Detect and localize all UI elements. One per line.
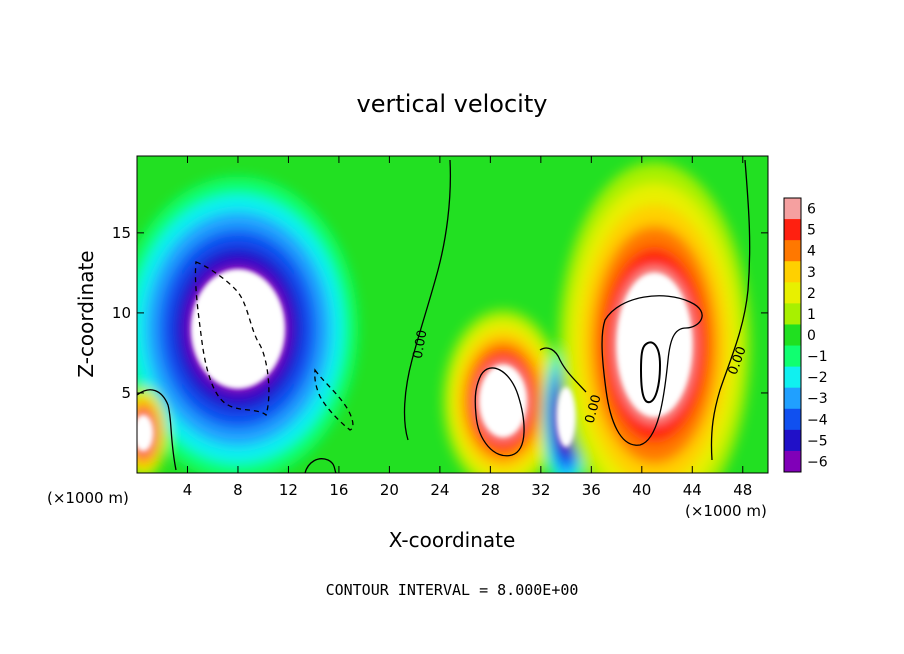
colorbar-label: 5: [807, 223, 816, 239]
contour-line-updraft: [474, 367, 525, 457]
colorbar-swatch: [784, 240, 801, 262]
y-tick-label: 5: [121, 384, 131, 402]
contour-line-updraft: [601, 295, 703, 446]
colorbar-label: 3: [807, 265, 816, 281]
x-tick-label: 12: [279, 481, 298, 499]
colorbar: 6 5 4 3 2 1 0 −1 −2 −3 −4 −5 −6: [783, 197, 828, 473]
colorbar-label: 2: [807, 286, 816, 302]
colorbar-label: −1: [807, 349, 828, 365]
contour-value-label: 0.00: [583, 393, 605, 425]
downdraft-core: [556, 386, 576, 447]
y-tick-label: 15: [112, 224, 131, 242]
colorbar-swatch: [784, 429, 801, 452]
zero-contour-line: [539, 347, 587, 393]
downdraft-core: [190, 268, 286, 389]
x-tick-label: 16: [329, 481, 348, 499]
x-tick-label: 4: [183, 481, 193, 499]
colorbar-swatch: [784, 450, 801, 473]
colorbar-swatch: [784, 366, 801, 389]
contour-line-downdraft: [194, 261, 270, 417]
colorbar-frame: [783, 197, 802, 473]
colorbar-swatch: [784, 282, 801, 304]
updraft-core: [137, 414, 153, 451]
colorbar-swatch: [784, 408, 801, 431]
x-tick-label: 40: [632, 481, 651, 499]
x-units-left: (×1000 m): [47, 489, 129, 507]
x-tick-label: 28: [481, 481, 500, 499]
colorbar-swatch: [784, 261, 801, 283]
contour-interval-footer: CONTOUR INTERVAL = 8.000E+00: [326, 581, 579, 599]
contour-line-downdraft: [314, 368, 354, 431]
plot-area: 0.000.000.00: [137, 156, 768, 473]
chart-title: vertical velocity: [357, 90, 548, 118]
x-tick-label: 44: [683, 481, 702, 499]
y-axis-label: Z-coordinate: [74, 250, 98, 377]
colorbar-swatch: [784, 345, 801, 368]
contour-value-label: 0.00: [411, 329, 431, 360]
y-tick-label: 10: [112, 304, 131, 322]
zero-contour-line: [137, 389, 177, 471]
plot-frame: [136, 155, 769, 474]
colorbar-label: −6: [807, 454, 828, 470]
x-units-right: (×1000 m): [685, 502, 767, 520]
x-tick-label: 32: [531, 481, 550, 499]
colorbar-swatch: [784, 198, 801, 220]
updraft-core: [479, 364, 527, 437]
colorbar-label: 0: [807, 328, 816, 344]
zero-contour-line: [403, 159, 452, 441]
x-axis-label: X-coordinate: [389, 528, 516, 552]
colorbar-label: −3: [807, 391, 828, 407]
colorbar-label: 1: [807, 307, 816, 323]
x-tick-label: 36: [582, 481, 601, 499]
x-tick-label: 48: [733, 481, 752, 499]
colorbar-label: 6: [807, 202, 816, 218]
colorbar-label: −2: [807, 370, 828, 386]
colorbar-swatch: [784, 324, 801, 347]
colorbar-label: 4: [807, 244, 816, 260]
x-tick-label: 8: [233, 481, 243, 499]
colorbar-swatch: [784, 219, 801, 241]
zero-contour-line: [304, 458, 337, 473]
contour-line-updraft-strong: [639, 341, 662, 404]
x-axis: 4 8 12 16 20 24 28 32 36 40 44 48: [183, 156, 752, 499]
y-axis: 5 10 15: [112, 224, 768, 402]
colorbar-label: −4: [807, 412, 828, 428]
zero-contour-line: [710, 159, 751, 461]
colorbar-swatch: [784, 303, 801, 325]
x-tick-label: 24: [430, 481, 449, 499]
colorbar-label: −5: [807, 433, 828, 449]
contour-lines: [137, 159, 751, 473]
x-tick-label: 20: [380, 481, 399, 499]
contour-labels: 0.000.000.00: [411, 329, 750, 425]
colorbar-swatch: [784, 387, 801, 410]
